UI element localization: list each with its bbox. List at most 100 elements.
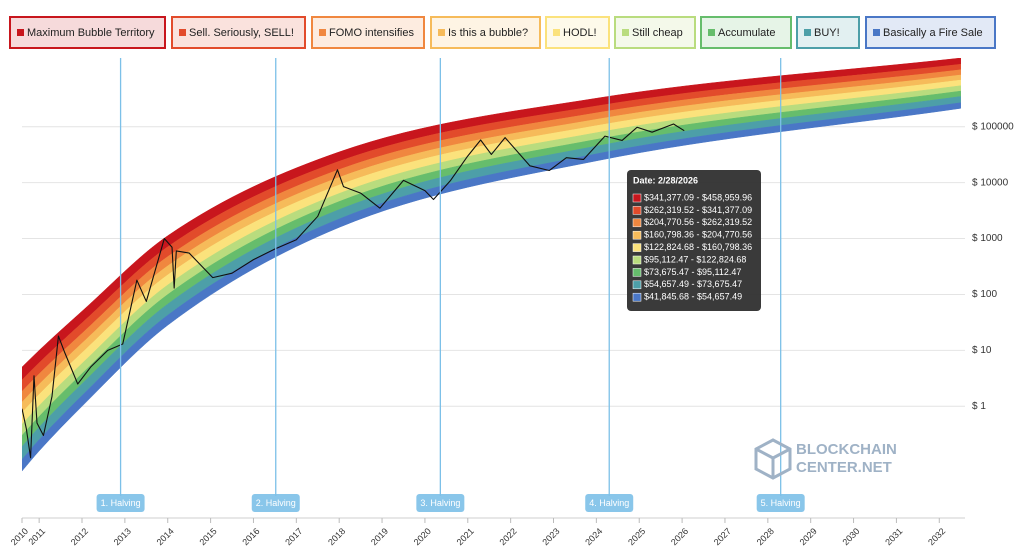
- tooltip-row: $204,770.56 - $262,319.52: [644, 217, 752, 227]
- legend-label: Still cheap: [632, 27, 683, 39]
- legend-swatch: [17, 29, 24, 36]
- x-tick-label: 2022: [498, 526, 519, 547]
- halving-label: 3. Halving: [420, 498, 460, 508]
- legend-item[interactable]: FOMO intensifies: [311, 16, 425, 49]
- x-tick-label: 2021: [455, 526, 476, 547]
- legend-swatch: [873, 29, 880, 36]
- legend-box: [430, 16, 541, 49]
- y-tick-label: $ 10000: [972, 177, 1009, 188]
- halving-label: 1. Halving: [101, 498, 141, 508]
- x-tick-label: 2024: [583, 526, 604, 547]
- legend-box-bg: [431, 17, 540, 48]
- rainbow-band: [22, 102, 961, 472]
- tooltip-row: $262,319.52 - $341,377.09: [644, 205, 752, 215]
- legend-swatch: [438, 29, 445, 36]
- tooltip-row: $54,657.49 - $73,675.47: [644, 279, 742, 289]
- legend-item[interactable]: HODL!: [545, 16, 610, 49]
- x-tick-label: 2029: [798, 526, 819, 547]
- halving-label-box: [756, 494, 805, 512]
- legend-swatch: [553, 29, 560, 36]
- legend-box-bg: [866, 17, 995, 48]
- halving-label: 2. Halving: [256, 498, 296, 508]
- price-line: [22, 123, 685, 459]
- legend-item[interactable]: BUY!: [796, 16, 860, 49]
- tooltip-swatch: [632, 243, 642, 252]
- x-tick-label: 2023: [540, 526, 561, 547]
- x-tick-label: 2032: [926, 526, 947, 547]
- legend-label: FOMO intensifies: [329, 27, 414, 39]
- tooltip-swatch: [632, 292, 642, 302]
- price-layer: [22, 123, 685, 459]
- x-tick-label: 2018: [326, 526, 347, 547]
- tooltip-swatch: [632, 206, 642, 215]
- tooltip-swatch: [632, 280, 642, 290]
- tooltip-box: [627, 170, 761, 311]
- legend-item[interactable]: Is this a bubble?: [430, 16, 541, 49]
- x-tick-label: 2010: [9, 526, 30, 547]
- halving-label: 4. Halving: [589, 498, 629, 508]
- x-tick-label: 2031: [883, 526, 904, 547]
- x-tick-label: 2025: [626, 526, 647, 547]
- legend-item[interactable]: Basically a Fire Sale: [865, 16, 996, 49]
- x-tick-label: 2028: [755, 526, 776, 547]
- legend-item[interactable]: Accumulate: [700, 16, 792, 49]
- y-tick-label: $ 1: [972, 401, 986, 412]
- legend-label: Sell. Seriously, SELL!: [189, 27, 294, 39]
- legend-label: BUY!: [814, 27, 840, 39]
- tooltip-swatch: [632, 230, 642, 240]
- legend-swatch: [622, 29, 629, 36]
- x-tick-label: 2027: [712, 526, 733, 547]
- watermark-text: BLOCKCHAIN: [796, 441, 897, 458]
- legend-item[interactable]: Still cheap: [614, 16, 696, 49]
- legend-box: [614, 16, 696, 49]
- tooltip-swatch: [632, 268, 642, 277]
- halving-label-box: [96, 494, 145, 512]
- legend-box: [796, 16, 860, 49]
- legend-box-bg: [10, 17, 165, 48]
- legend-label: Accumulate: [718, 27, 775, 39]
- legend: Maximum Bubble Territory Sell. Seriously,…: [9, 16, 996, 49]
- legend-box: [545, 16, 610, 49]
- legend-label: Maximum Bubble Territory: [27, 27, 155, 39]
- tooltip-swatch: [632, 218, 642, 228]
- tooltip-row: $73,675.47 - $95,112.47: [644, 267, 741, 277]
- x-tick-label: 2011: [26, 526, 47, 547]
- legend-item[interactable]: Sell. Seriously, SELL!: [171, 16, 306, 49]
- tooltip-row: $122,824.68 - $160,798.36: [644, 242, 752, 252]
- x-tick-label: 2016: [240, 526, 261, 547]
- halvings: 1. Halving 2. Halving 3. Halving 4. Halving…: [96, 58, 805, 512]
- legend-box-bg: [312, 17, 424, 48]
- legend-swatch: [804, 29, 811, 36]
- legend-box-bg: [172, 17, 305, 48]
- axes: $ 1$ 10$ 100$ 1000$ 10000$ 1000002010201…: [9, 121, 1014, 547]
- x-tick-label: 2015: [197, 526, 218, 547]
- y-tick-label: $ 10: [972, 345, 992, 356]
- rainbow-bands: [22, 58, 961, 472]
- tooltip-row: $341,377.09 - $458,959.96: [644, 192, 752, 202]
- tooltip-row: $95,112.47 - $122,824.68: [644, 254, 746, 264]
- halving-label-box: [251, 494, 300, 512]
- watermark-logo: [754, 438, 792, 480]
- legend-box: [171, 16, 306, 49]
- legend-box: [865, 16, 996, 49]
- legend-swatch: [708, 29, 715, 36]
- legend-item[interactable]: Maximum Bubble Territory: [9, 16, 166, 49]
- x-tick-label: 2012: [69, 526, 90, 547]
- halving-label-box: [416, 494, 465, 512]
- legend-swatch: [319, 29, 326, 36]
- tooltip-swatch: [632, 193, 642, 203]
- x-tick-label: 2013: [112, 526, 133, 547]
- x-tick-label: 2017: [283, 526, 304, 547]
- y-tick-label: $ 100000: [972, 121, 1014, 132]
- tooltip-row: $160,798.36 - $204,770.56: [644, 230, 752, 240]
- legend-swatch: [179, 29, 186, 36]
- x-tick-label: 2026: [669, 526, 690, 547]
- legend-label: Is this a bubble?: [448, 27, 528, 39]
- tooltip-swatch: [632, 255, 642, 265]
- watermark: BLOCKCHAIN CENTER.NET: [754, 438, 897, 480]
- legend-box: [9, 16, 166, 49]
- legend-box: [700, 16, 792, 49]
- halving-label: 5. Halving: [761, 498, 801, 508]
- x-tick-label: 2030: [840, 526, 861, 547]
